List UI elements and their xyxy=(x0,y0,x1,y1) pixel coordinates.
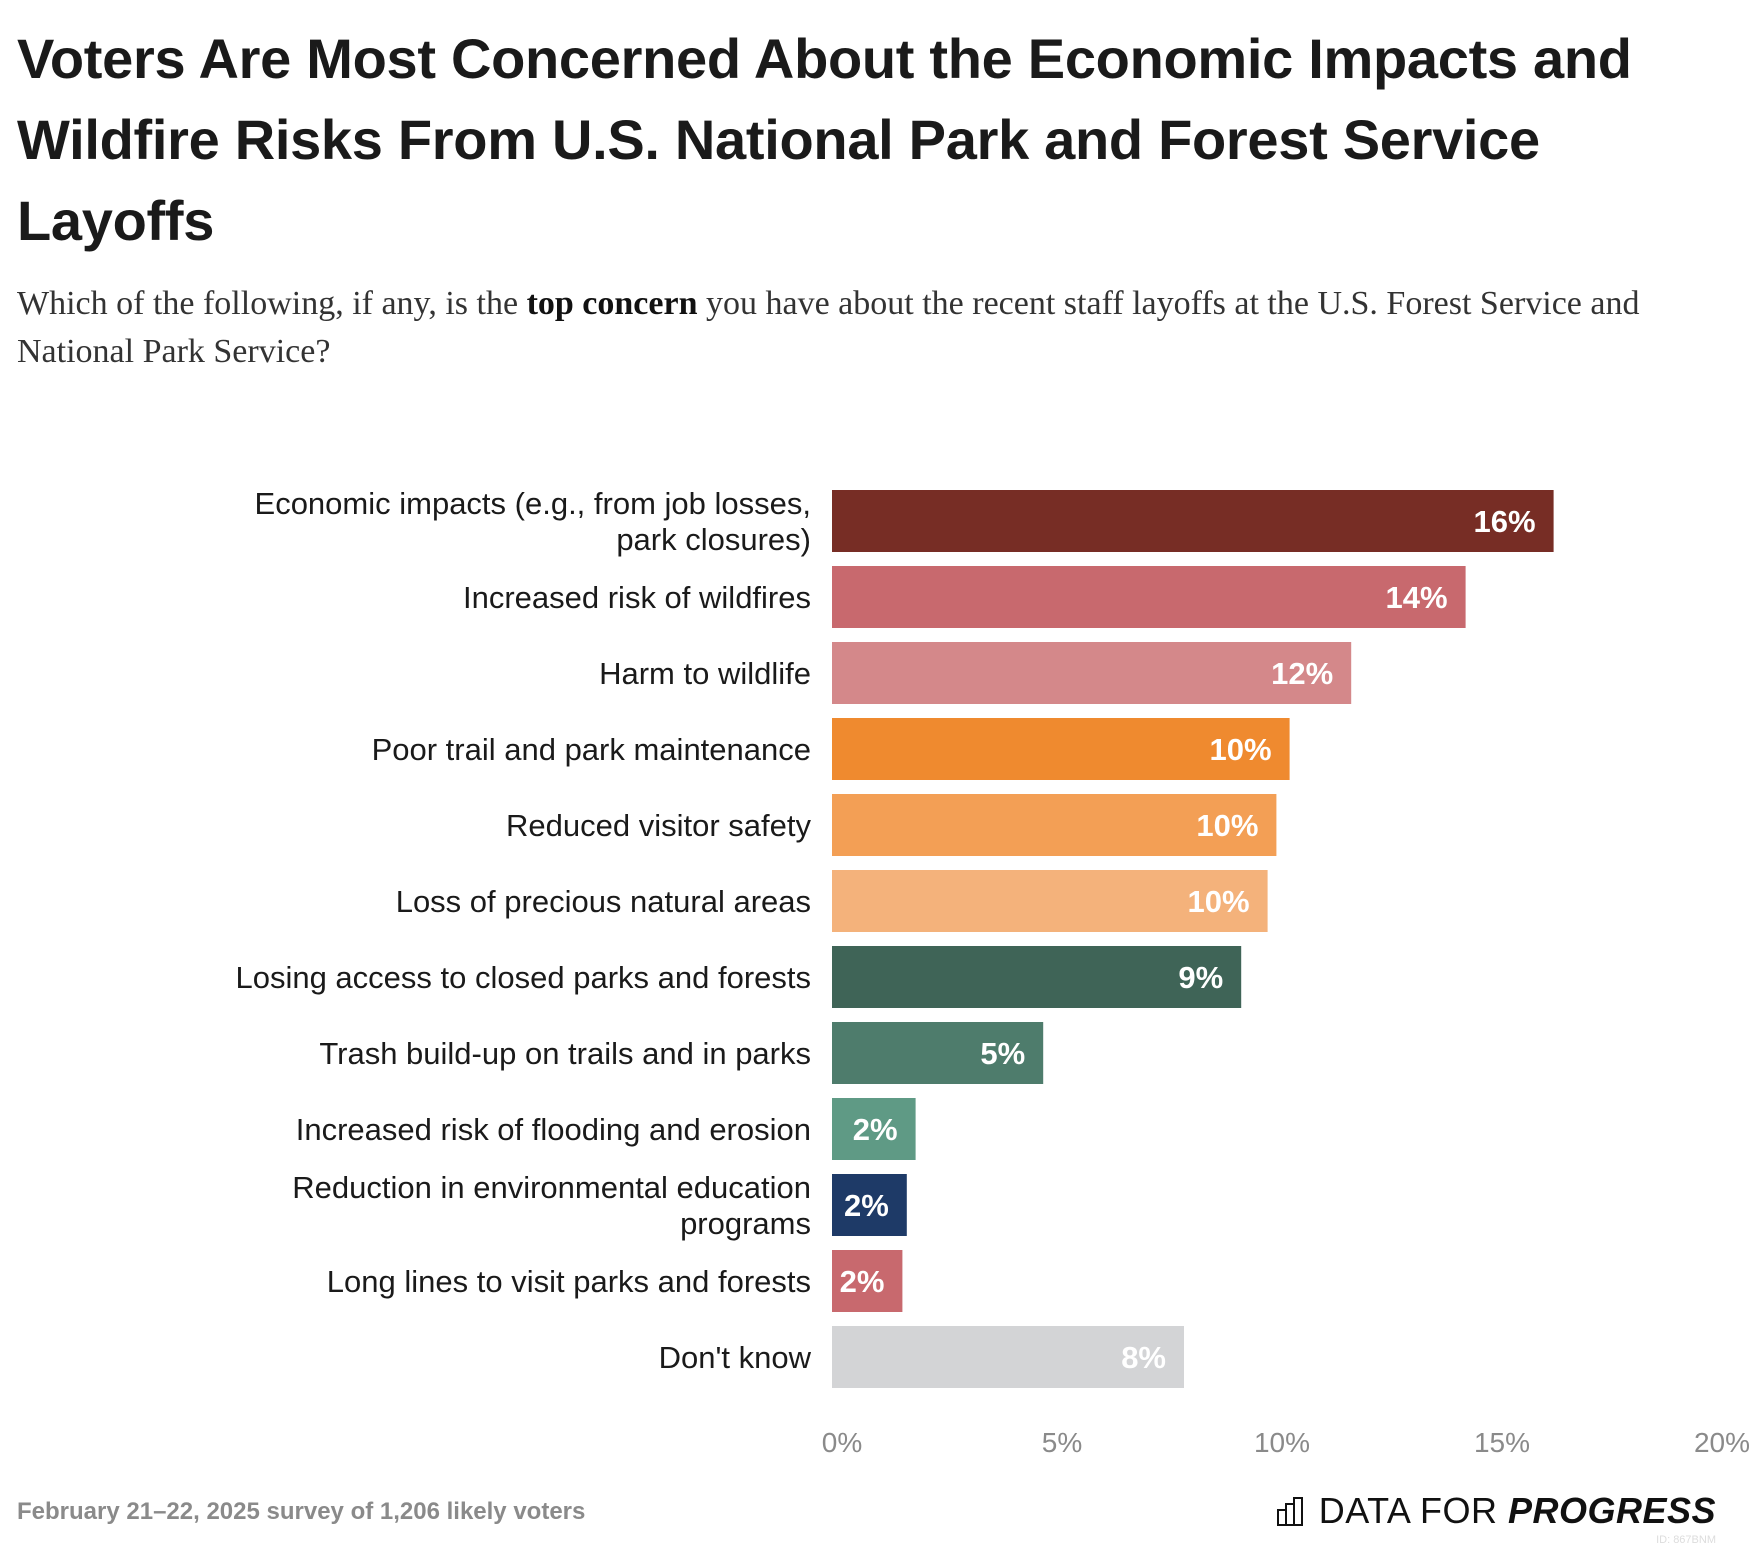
bar-chart: 16% Economic impacts (e.g., from job loss… xyxy=(235,486,1750,1458)
category-label: Reduction in environmental education prog… xyxy=(292,1170,811,1241)
data-label: 10% xyxy=(1188,884,1250,919)
category-label: Reduced visitor safety xyxy=(506,808,811,843)
bar xyxy=(832,794,1277,856)
x-tick-label: 5% xyxy=(1042,1427,1082,1458)
category-label: Poor trail and park maintenance xyxy=(372,732,811,767)
category-label: Economic impacts (e.g., from job losses,… xyxy=(255,486,811,557)
x-tick-label: 20% xyxy=(1694,1427,1750,1458)
bar-chart-logo-icon xyxy=(1276,1497,1303,1526)
x-tick-label: 0% xyxy=(822,1427,862,1458)
data-label: 10% xyxy=(1210,732,1272,767)
subtitle-text: Which of the following, if any, is the xyxy=(17,285,527,322)
data-label: 8% xyxy=(1121,1340,1166,1375)
category-label: Loss of precious natural areas xyxy=(396,884,811,919)
data-label: 16% xyxy=(1474,504,1536,539)
data-label: 2% xyxy=(844,1188,889,1223)
bar xyxy=(832,870,1268,932)
subtitle-emphasis: top concern xyxy=(526,285,698,322)
data-label: 10% xyxy=(1196,808,1258,843)
chart-title: Voters Are Most Concerned About the Econ… xyxy=(17,27,1632,252)
data-label: 2% xyxy=(853,1112,898,1147)
subtitle-text-end: you have about the recent staff layoffs … xyxy=(17,285,1640,370)
category-label: Losing access to closed parks and forest… xyxy=(235,960,811,995)
bar xyxy=(832,1250,903,1312)
category-label: Harm to wildlife xyxy=(599,656,811,691)
x-tick-label: 15% xyxy=(1474,1427,1530,1458)
category-label: Increased risk of wildfires xyxy=(463,580,811,615)
chart-subtitle: Which of the following, if any, is the t… xyxy=(17,280,1687,376)
data-label: 5% xyxy=(980,1036,1025,1071)
category-label: Increased risk of flooding and erosion xyxy=(296,1112,811,1147)
category-label: Trash build-up on trails and in parks xyxy=(319,1036,811,1071)
bar xyxy=(832,642,1352,704)
bar xyxy=(832,1326,1184,1388)
x-tick-label: 10% xyxy=(1254,1427,1310,1458)
bar xyxy=(832,718,1290,780)
logo-text-bold: PROGRESS xyxy=(1507,1490,1716,1531)
bar xyxy=(832,946,1242,1008)
data-label: 14% xyxy=(1386,580,1448,615)
data-label: 12% xyxy=(1271,656,1333,691)
bar xyxy=(832,1098,916,1160)
survey-footnote: February 21–22, 2025 survey of 1,206 lik… xyxy=(17,1498,586,1525)
bar xyxy=(832,1174,907,1236)
data-for-progress-logo: DATA FOR PROGRESS xyxy=(1276,1490,1716,1532)
data-label: 2% xyxy=(840,1264,885,1299)
category-label: Long lines to visit parks and forests xyxy=(327,1264,811,1299)
chart-id: ID: 867BNM xyxy=(1656,1534,1716,1546)
data-label: 9% xyxy=(1178,960,1223,995)
bar xyxy=(832,566,1466,628)
bar xyxy=(832,490,1554,552)
category-label: Don't know xyxy=(659,1340,812,1375)
logo-text-light: DATA FOR xyxy=(1318,1490,1508,1531)
bar xyxy=(832,1022,1044,1084)
